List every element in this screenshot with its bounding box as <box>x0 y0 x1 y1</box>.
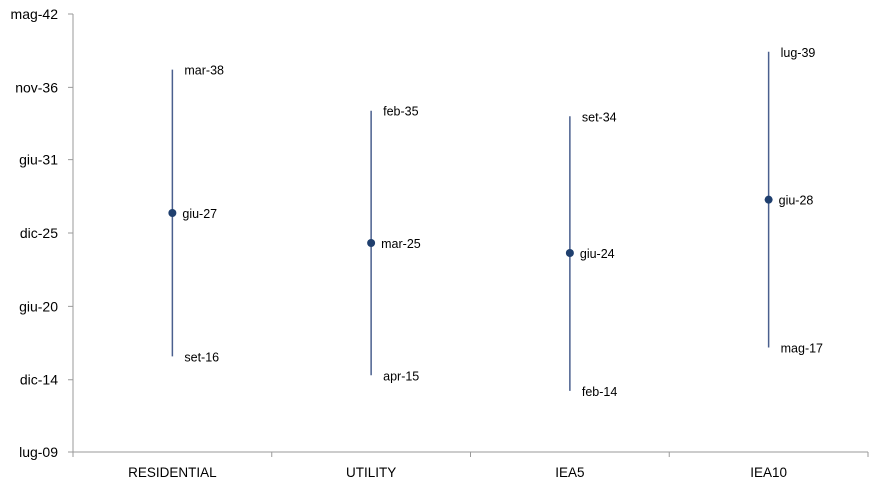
low-label: apr-15 <box>383 369 419 383</box>
high-label: set-34 <box>582 110 617 124</box>
mid-point-marker <box>764 195 773 204</box>
range-group-residential: mar-38 giu-27 set-16 <box>168 64 224 364</box>
y-tick-label: nov-36 <box>15 79 58 95</box>
x-axis-categories: RESIDENTIAL UTILITY IEA5 IEA10 <box>72 452 869 480</box>
range-group-iea10: lug-39 giu-28 mag-17 <box>764 46 823 356</box>
high-label: mar-38 <box>184 64 224 78</box>
low-label: feb-14 <box>582 385 617 399</box>
y-tick-label: lug-09 <box>19 444 58 460</box>
x-category-label: UTILITY <box>346 465 396 480</box>
low-label: mag-17 <box>781 342 823 356</box>
high-label: lug-39 <box>781 46 816 60</box>
y-tick-label: dic-25 <box>20 225 58 241</box>
y-axis-ticks: lug-09 dic-14 giu-20 dic-25 giu-31 nov-36 mag-… <box>11 6 73 460</box>
high-label: feb-35 <box>383 105 418 119</box>
range-group-iea5: set-34 giu-24 feb-14 <box>565 110 617 399</box>
mid-label: giu-28 <box>779 194 814 208</box>
y-tick-label: giu-20 <box>19 298 58 314</box>
x-category-label: IEA10 <box>750 465 787 480</box>
mid-point-marker <box>367 239 376 248</box>
axes <box>72 14 868 453</box>
mid-point-marker <box>565 249 574 258</box>
mid-label: mar-25 <box>381 237 421 251</box>
mid-point-marker <box>168 208 177 217</box>
range-series: mar-38 giu-27 set-16 feb-35 mar-25 apr-15 set-… <box>168 46 823 399</box>
y-tick-label: giu-31 <box>19 152 58 168</box>
x-category-label: IEA5 <box>555 465 584 480</box>
y-tick-label: mag-42 <box>11 6 59 22</box>
low-label: set-16 <box>184 350 219 364</box>
mid-label: giu-24 <box>580 247 615 261</box>
mid-label: giu-27 <box>182 207 217 221</box>
range-group-utility: feb-35 mar-25 apr-15 <box>367 105 421 383</box>
y-tick-label: dic-14 <box>20 372 58 388</box>
x-category-label: RESIDENTIAL <box>128 465 217 480</box>
